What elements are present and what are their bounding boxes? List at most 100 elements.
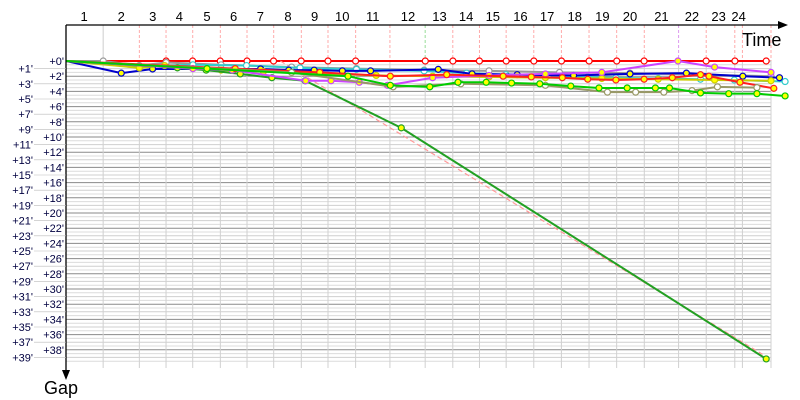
data-point (482, 78, 490, 86)
y-tick-labels: +0' +1' +2' +3' +4' +5' +6' +7' +8' +9' +10' +11' +1… (12, 56, 66, 364)
data-point (603, 88, 612, 96)
y-tick-label: +31' (12, 292, 33, 304)
data-point (434, 65, 442, 73)
data-point (397, 124, 405, 132)
x-tick-label: 21 (654, 9, 668, 24)
y-tick-label: +3' (18, 79, 33, 91)
y-tick-label: +18' (43, 193, 64, 205)
y-tick-label: +16' (43, 178, 64, 190)
x-tick-label: 18 (568, 9, 582, 24)
data-point (731, 57, 739, 65)
data-point (762, 57, 770, 65)
x-tick-label: 1 (80, 9, 87, 24)
series-group (65, 57, 789, 363)
y-tick-label: +22' (43, 223, 64, 235)
data-point (775, 74, 784, 82)
data-point (665, 84, 674, 92)
y-tick-label: +27' (12, 261, 33, 273)
x-tick-label: 20 (623, 9, 637, 24)
x-tick-label: 9 (311, 9, 318, 24)
y-axis-arrow (62, 370, 70, 380)
series-line (65, 59, 772, 87)
x-tick-label: 17 (540, 9, 554, 24)
y-tick-label: +4' (49, 86, 64, 98)
data-point (269, 57, 278, 65)
x-tick-label: 19 (595, 9, 609, 24)
data-point (710, 63, 719, 71)
data-point (449, 57, 457, 65)
y-tick-label: +9' (18, 124, 33, 136)
y-tick-label: +34' (43, 314, 64, 326)
data-point (651, 84, 659, 92)
data-point (767, 68, 775, 77)
data-point (557, 57, 566, 65)
data-point (767, 77, 775, 85)
series-line (65, 60, 774, 90)
data-point (598, 68, 606, 77)
data-point (558, 74, 566, 82)
x-tick-label: 4 (176, 9, 183, 24)
series-0 (66, 57, 770, 65)
y-tick-label: +21' (12, 216, 33, 228)
x-tick-label: 16 (513, 9, 527, 24)
data-point (475, 57, 484, 65)
y-axis-label: Gap (44, 378, 78, 398)
data-point (739, 72, 747, 80)
grid (66, 25, 772, 368)
x-tick-labels: 1 2 3 4 5 6 7 8 9 10 11 12 13 14 15 16 17 18 19 20 21 22 23 24 (80, 9, 745, 24)
y-tick-label: +24' (43, 238, 64, 250)
series-line (280, 60, 763, 355)
y-tick-label: +1' (18, 64, 33, 76)
data-point (454, 78, 462, 86)
data-point (426, 83, 434, 91)
data-point (344, 72, 352, 80)
data-point (366, 67, 375, 75)
y-tick-label: +11' (13, 140, 33, 152)
y-tick-label: +12' (43, 147, 64, 159)
x-tick-label: 3 (149, 9, 156, 24)
x-tick-label: 8 (284, 9, 291, 24)
x-axis-label: Time (742, 30, 781, 50)
data-point (713, 83, 722, 91)
data-point (702, 57, 710, 65)
series-line (65, 60, 786, 97)
x-tick-label: 22 (685, 9, 699, 24)
x-tick-label: 10 (335, 9, 349, 24)
series-1 (280, 60, 763, 355)
y-tick-label: +13' (12, 155, 33, 167)
data-point (386, 81, 394, 89)
data-point (297, 57, 305, 65)
y-tick-label: +10' (43, 132, 64, 144)
data-point (781, 92, 789, 100)
data-point (770, 84, 778, 92)
data-point (502, 57, 510, 65)
y-tick-label: +26' (43, 254, 64, 266)
data-point (612, 76, 620, 84)
y-tick-label: +30' (43, 284, 64, 296)
data-point (668, 74, 676, 82)
data-point (674, 57, 682, 65)
x-tick-label: 15 (486, 9, 500, 24)
x-tick-label: 24 (731, 9, 745, 24)
data-point (640, 75, 648, 83)
y-tick-label: +19' (12, 200, 33, 212)
x-axis-arrow (778, 21, 788, 29)
data-point (386, 72, 394, 80)
y-tick-label: +25' (12, 246, 33, 258)
y-tick-label: +20' (43, 208, 64, 220)
data-point (696, 89, 705, 97)
x-tick-label: 5 (203, 9, 210, 24)
y-tick-label: +8' (49, 117, 64, 129)
x-tick-label: 13 (432, 9, 446, 24)
y-tick-label: +32' (43, 299, 64, 311)
x-tick-label: 11 (366, 9, 380, 24)
data-point (421, 57, 429, 65)
data-point (567, 82, 575, 90)
data-point (626, 70, 634, 78)
data-point (242, 61, 251, 70)
y-tick-label: +28' (43, 269, 64, 281)
x-tick-label: 2 (118, 9, 125, 24)
series-line (65, 60, 767, 360)
data-point (117, 69, 125, 77)
